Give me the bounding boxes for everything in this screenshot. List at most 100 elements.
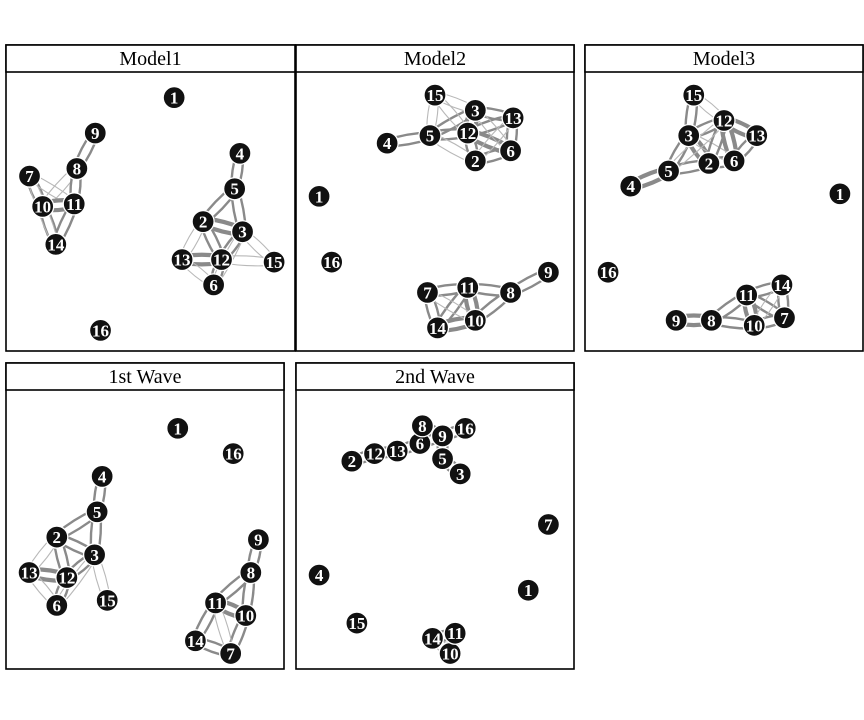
node-16: 16 [453,416,477,440]
node-marker [443,621,467,645]
node-marker [420,626,445,650]
node-marker [453,416,477,440]
node-marker [385,439,409,463]
node-marker [498,280,523,305]
node-label: 14 [424,629,442,648]
node-marker [619,174,643,198]
node-label: 5 [426,127,435,146]
node-marker [375,131,399,155]
node-12: 12 [456,121,480,145]
node-15: 15 [423,83,447,107]
node-label: 12 [58,569,75,588]
panel-title: Model3 [693,48,755,70]
node-marker [772,306,797,330]
node-1: 1 [307,184,331,208]
node-label: 2 [471,152,480,171]
node-label: 3 [456,465,465,484]
node-11: 11 [735,283,759,307]
node-marker [320,250,344,274]
node-3: 3 [463,98,487,122]
node-label: 8 [707,311,716,330]
node-marker [17,560,41,585]
node-label: 15 [266,253,283,272]
node-8: 8 [699,308,724,332]
node-marker [307,563,331,587]
node-marker [712,108,736,133]
node-14: 14 [44,232,68,257]
node-label: 16 [92,321,109,340]
node-label: 2 [348,452,357,471]
node-16: 16 [596,260,620,284]
node-label: 3 [684,127,693,146]
node-label: 5 [664,162,673,181]
node-15: 15 [262,250,286,274]
node-marker [677,123,701,148]
node-10: 10 [234,603,258,628]
node-15: 15 [345,611,369,635]
node-6: 6 [498,139,523,163]
node-marker [223,177,247,201]
node-label: 4 [627,177,636,196]
node-marker [463,149,487,173]
node-label: 7 [423,283,432,302]
node-9: 9 [246,527,271,552]
node-4: 4 [90,464,114,489]
panel-strip [5,44,296,73]
node-label: 3 [238,223,247,242]
node-5: 5 [418,123,442,148]
node-marker [44,232,68,257]
node-10: 10 [438,641,462,666]
node-marker [456,275,480,300]
node-label: 9 [91,124,100,143]
node-5: 5 [85,500,109,524]
node-marker [456,121,480,145]
node-marker [83,121,107,145]
node-label: 11 [208,594,224,613]
panel-frame [295,362,575,670]
node-label: 8 [73,159,82,178]
node-label: 3 [90,546,99,565]
node-label: 1 [524,581,533,600]
node-label: 15 [348,614,365,633]
node-marker [85,500,109,524]
node-marker [230,220,255,244]
node-marker [415,280,440,305]
node-marker [201,273,226,297]
node-16: 16 [88,318,113,343]
node-label: 7 [25,167,34,186]
node-4: 4 [307,563,331,587]
node-14: 14 [770,273,794,297]
node-14: 14 [183,629,208,653]
node-label: 13 [389,442,406,461]
node-label: 7 [780,309,789,328]
node-marker [170,247,194,272]
node-10: 10 [463,308,487,332]
node-label: 10 [467,311,484,330]
panel-title: 2nd Wave [395,366,475,388]
node-15: 15 [682,83,706,107]
node-4: 4 [228,141,252,165]
node-marker [183,629,208,653]
node-label: 13 [748,127,765,146]
node-4: 4 [375,131,399,155]
node-8: 8 [239,560,263,585]
node-2: 2 [340,449,364,473]
node-label: 6 [730,152,739,171]
node-marker [17,164,42,188]
node-marker [307,184,331,208]
panel-strip [295,44,575,73]
node-marker [418,123,442,148]
node-label: 10 [746,316,763,335]
node-marker [239,560,263,585]
panel-strip [295,362,575,391]
node-marker [697,151,721,176]
node-marker [536,512,561,537]
node-marker [82,543,107,567]
node-label: 6 [416,434,425,453]
node-label: 10 [442,644,459,663]
node-marker [203,591,228,615]
node-label: 16 [323,253,340,272]
node-12: 12 [712,108,736,133]
